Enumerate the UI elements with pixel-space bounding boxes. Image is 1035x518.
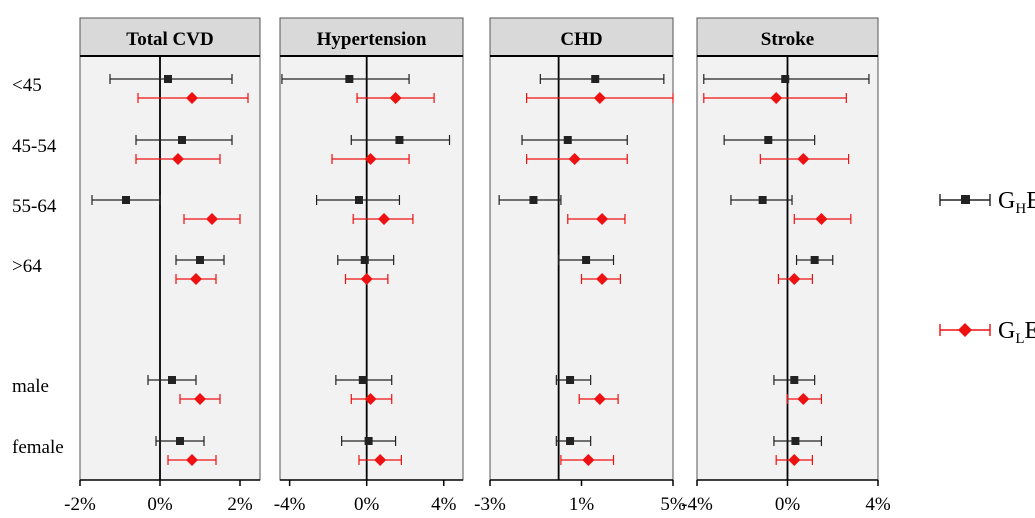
category-label: male	[12, 376, 49, 397]
estimate-diamond	[364, 153, 377, 165]
estimate-diamond	[770, 92, 783, 104]
estimate-square	[810, 256, 819, 264]
estimate-diamond	[596, 273, 609, 285]
estimate-diamond	[797, 153, 810, 165]
x-tick-label: 0%	[147, 494, 173, 515]
estimate-diamond	[815, 213, 828, 225]
estimate-square	[196, 256, 204, 264]
estimate-square	[529, 196, 538, 204]
estimate-square	[345, 75, 354, 83]
estimate-diamond	[206, 213, 218, 225]
estimate-square	[122, 196, 130, 204]
x-tick-label: 2%	[227, 494, 253, 515]
legend-letter: E	[1025, 318, 1035, 344]
x-tick-label: -4%	[274, 494, 306, 515]
estimate-diamond	[364, 393, 377, 405]
legend-label: GLEH	[998, 318, 1035, 347]
estimate-square	[358, 376, 367, 384]
estimate-diamond	[186, 92, 198, 104]
x-tick-label: 1%	[569, 494, 595, 515]
legend-item: GLEH	[939, 318, 1035, 347]
estimate-square	[781, 75, 790, 83]
legend-marker-diamond	[958, 323, 972, 337]
estimate-diamond	[568, 153, 581, 165]
estimate-square	[164, 75, 172, 83]
estimate-diamond	[389, 92, 402, 104]
category-label: 45-54	[12, 136, 57, 157]
panel-header	[279, 17, 464, 57]
panel-total-cvd: Total CVD -2% 0% 2%	[64, 17, 261, 515]
estimate-square	[395, 136, 404, 144]
estimate-diamond	[360, 273, 373, 285]
panel-title: Total CVD	[126, 29, 213, 50]
panel-hypertension: Hypertension -4% 0% 4%	[274, 17, 464, 515]
panel-title: Stroke	[761, 29, 814, 50]
category-label: <45	[12, 75, 42, 96]
estimate-square	[764, 136, 773, 144]
estimate-diamond	[194, 393, 206, 405]
estimate-diamond	[190, 273, 202, 285]
estimate-square	[791, 437, 800, 445]
x-tick-label: -3%	[474, 494, 506, 515]
estimate-square	[566, 437, 575, 445]
estimate-square	[566, 376, 575, 384]
estimate-diamond	[582, 454, 595, 466]
panel-chd: CHD -3% 1% 5%	[474, 17, 686, 515]
panel-title: CHD	[560, 29, 602, 50]
estimate-square	[354, 196, 363, 204]
estimate-diamond	[788, 273, 801, 285]
panel-header	[489, 17, 674, 57]
panel-stroke: Stroke -4% 0% 4%	[681, 17, 891, 515]
estimate-square	[582, 256, 591, 264]
category-label: female	[12, 437, 64, 458]
x-tick-label: 4%	[865, 494, 891, 515]
legend-subscript: H	[1015, 201, 1026, 217]
estimate-diamond	[788, 454, 801, 466]
estimate-diamond	[593, 393, 606, 405]
x-tick-label: 5%	[660, 494, 686, 515]
legend-subscript: L	[1015, 331, 1024, 347]
estimate-diamond	[186, 454, 198, 466]
estimate-diamond	[797, 393, 810, 405]
estimate-square	[563, 136, 572, 144]
panel-header	[79, 17, 261, 57]
x-tick-label: 0%	[775, 494, 801, 515]
estimate-square	[758, 196, 767, 204]
estimate-diamond	[172, 153, 184, 165]
panel-background	[279, 17, 464, 481]
estimate-diamond	[378, 213, 391, 225]
estimate-square	[790, 376, 799, 384]
estimate-square	[178, 136, 186, 144]
estimate-square	[176, 437, 184, 445]
estimate-square	[591, 75, 600, 83]
estimate-diamond	[596, 213, 609, 225]
x-tick-label: -4%	[681, 494, 713, 515]
category-label: >64	[12, 256, 42, 277]
legend-label: GHEL	[998, 188, 1035, 217]
legend-letter: G	[998, 318, 1015, 344]
estimate-diamond	[593, 92, 606, 104]
x-tick-label: 0%	[354, 494, 380, 515]
category-label: 55-64	[12, 196, 57, 217]
legend-letter: E	[1026, 188, 1035, 214]
estimate-square	[364, 437, 373, 445]
x-tick-label: -2%	[64, 494, 96, 515]
panel-background	[79, 17, 261, 481]
estimate-square	[360, 256, 369, 264]
x-tick-label: 4%	[431, 494, 457, 515]
estimate-diamond	[374, 454, 387, 466]
estimate-square	[168, 376, 176, 384]
legend-letter: G	[998, 188, 1015, 214]
legend-item: GHEL	[939, 188, 1035, 217]
panel-background	[489, 17, 674, 481]
panel-title: Hypertension	[317, 29, 427, 50]
panel-header	[696, 17, 879, 57]
legend-marker-square	[961, 195, 970, 204]
